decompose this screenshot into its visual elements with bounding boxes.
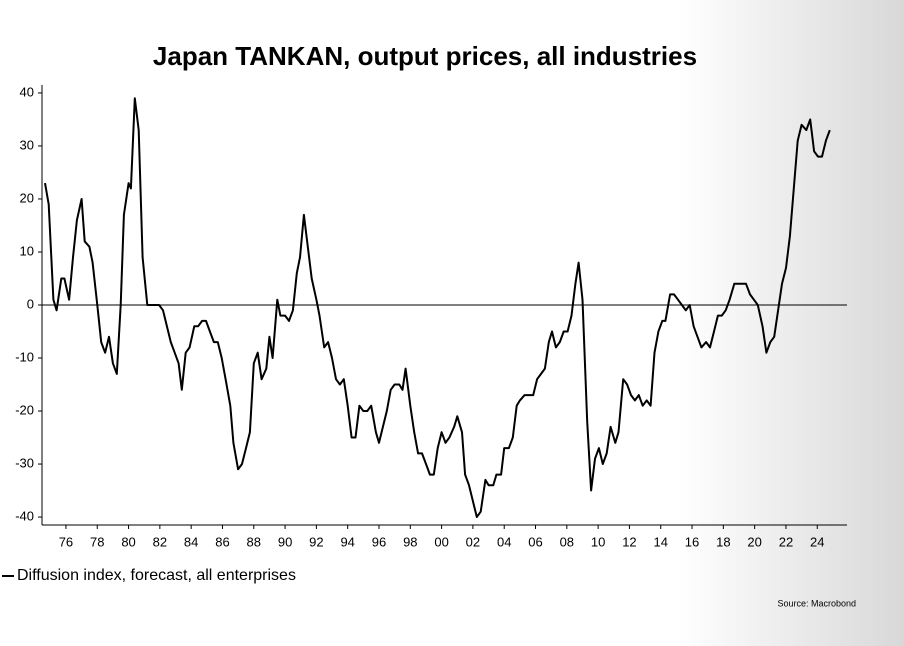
x-tick-label: 76 [59,534,73,549]
x-tick-label: 14 [654,534,668,549]
x-tick-label: 08 [560,534,574,549]
x-tick-label: 92 [309,534,323,549]
x-tick-label: 96 [372,534,386,549]
x-tick-label: 98 [403,534,417,549]
chart-title: Japan TANKAN, output prices, all industr… [153,41,697,71]
y-tick-label: 30 [20,137,34,152]
y-tick-label: 10 [20,243,34,258]
x-tick-label: 82 [153,534,167,549]
x-tick-label: 90 [278,534,292,549]
y-tick-label: -20 [15,402,34,417]
x-tick-label: 88 [247,534,261,549]
x-tick-label: 06 [528,534,542,549]
x-tick-label: 10 [591,534,605,549]
x-tick-label: 86 [215,534,229,549]
source: Source: Macrobond [777,598,856,608]
y-tick-label: 0 [27,296,34,311]
x-tick-label: 80 [121,534,135,549]
x-tick-label: 24 [810,534,824,549]
x-tick-label: 22 [779,534,793,549]
x-tick-label: 78 [90,534,104,549]
series-line [44,97,831,518]
y-tick-label: 20 [20,190,34,205]
x-tick-label: 20 [747,534,761,549]
x-tick-label: 02 [466,534,480,549]
x-tick-label: 00 [434,534,448,549]
legend-label: Diffusion index, forecast, all enterpris… [17,567,296,584]
x-tick-label: 12 [622,534,636,549]
y-tick-label: 40 [20,84,34,99]
x-tick-label: 04 [497,534,511,549]
x-tick-label: 18 [716,534,730,549]
x-tick-label: 84 [184,534,198,549]
y-tick-label: -30 [15,455,34,470]
x-tick-label: 16 [685,534,699,549]
y-tick-label: -10 [15,349,34,364]
y-tick-label: -40 [15,508,34,523]
x-tick-label: 94 [340,534,354,549]
